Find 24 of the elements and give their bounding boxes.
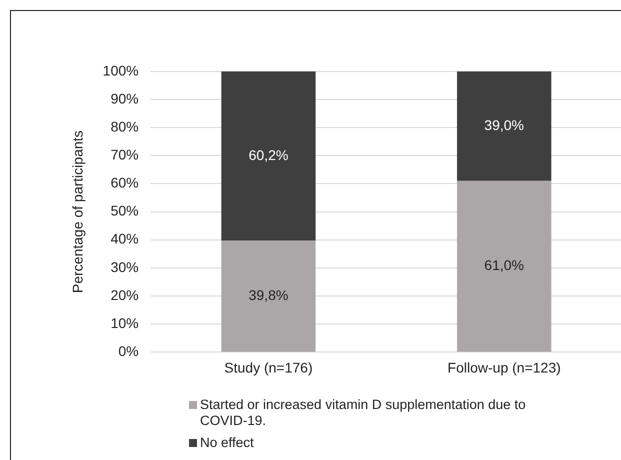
x-tick-label: Follow-up (n=123) bbox=[448, 359, 561, 376]
y-tick-label: 30% bbox=[110, 258, 139, 275]
y-tick-label: 80% bbox=[110, 118, 139, 134]
y-tick-label: 50% bbox=[110, 202, 139, 219]
x-tick-label: Study (n=176) bbox=[224, 359, 313, 376]
legend-label: No effect bbox=[200, 435, 254, 451]
y-tick-label: 70% bbox=[110, 146, 139, 162]
y-tick-label: 60% bbox=[110, 174, 139, 191]
bar bbox=[221, 240, 316, 352]
data-label: 39,0% bbox=[484, 117, 524, 134]
y-tick-label: 40% bbox=[110, 230, 139, 247]
y-tick-label: 10% bbox=[110, 314, 139, 331]
bar bbox=[457, 71, 552, 181]
y-axis-title: Percentage of participants bbox=[69, 130, 86, 294]
legend-label: Started or increased vitamin D supplementation due to COVID-19. bbox=[200, 397, 527, 429]
y-tick-label: 20% bbox=[110, 286, 139, 303]
y-tick-label: 100% bbox=[102, 62, 139, 78]
y-tick-label: 90% bbox=[110, 90, 139, 106]
data-label: 61,0% bbox=[484, 257, 524, 274]
bar bbox=[221, 71, 316, 240]
bar bbox=[457, 180, 552, 352]
y-tick-label: 0% bbox=[118, 343, 139, 360]
data-label: 39,8% bbox=[248, 286, 288, 303]
data-label: 60,2% bbox=[248, 146, 288, 163]
